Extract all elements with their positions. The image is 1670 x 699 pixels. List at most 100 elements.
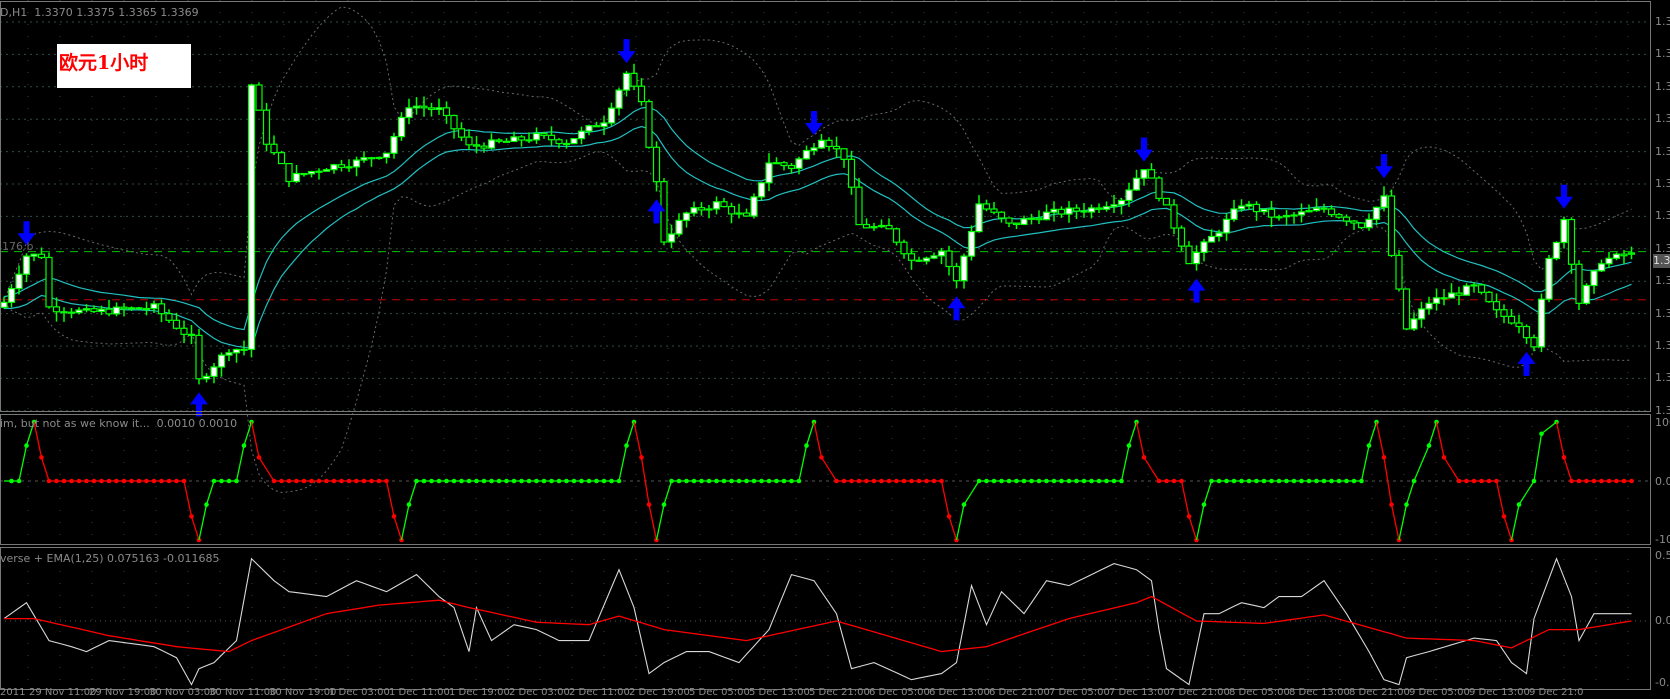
time-axis-label: 30 Nov 19:00 [269,687,337,698]
bear-candle [547,134,556,141]
bull-candle [1275,216,1283,219]
osc1-axis-bottom: -100 [1655,533,1670,546]
symbol-info: D,H1 1.3370 1.3375 1.3365 1.3369 [0,6,199,19]
bull-candle [615,89,623,109]
bear-candle [270,143,278,154]
osc1-segment [250,421,260,458]
bull-candle [1282,214,1291,218]
bull-candle [0,301,8,308]
time-axis-label: 30 Nov 11:00 [209,687,277,698]
bull-candle [1117,199,1126,206]
bull-candle [1605,257,1613,265]
title-label-box: 欧元1小时 [57,44,191,88]
osc1-segment [798,445,808,482]
osc1-segment [805,421,815,446]
osc1-segment [1120,445,1130,482]
bull-candle [690,207,698,214]
bull-candle [570,138,578,145]
panel-frame [0,1,1651,412]
osc1-point [1629,478,1634,484]
price-axis-label: 1.33 [1655,306,1670,320]
bear-candle [900,241,908,255]
bear-candle [1440,297,1448,300]
osc1-point [406,502,412,507]
price-axis-label: 1.33 [1655,371,1670,385]
bull-candle [960,255,968,282]
bull-candle [247,84,256,350]
price-axis-label: 1.35 [1655,47,1670,61]
time-axis-label: 1 Dec 11:00 [389,687,450,698]
bear-candle [1155,177,1163,200]
osc1-segment [1518,492,1528,505]
bear-candle [1162,197,1171,206]
bear-candle [502,140,511,143]
bear-candle [1057,208,1066,215]
bull-candle [127,307,136,310]
bull-candle [330,164,338,171]
price-axis-label: 1.35 [1655,15,1670,28]
bear-candle [262,109,271,145]
bull-candle [1462,285,1471,296]
time-axis-label: 6 Dec 05:00 [869,687,930,698]
osc1-segment [1128,421,1138,446]
time-axis-label: 5 Dec 05:00 [689,687,750,698]
osc1-segment [1420,445,1430,464]
panel-frame [0,547,1651,690]
oscillator2-plot [0,557,1650,686]
osc1-segment [1188,516,1198,541]
price-axis-label: 1.33 [1655,339,1670,352]
ma-band-upper [3,106,1632,331]
osc1-segment [1443,457,1453,470]
panel-frames [0,1,1651,690]
bear-candle [1177,227,1186,247]
osc1-segment [1135,421,1145,458]
bull-candle [765,162,773,184]
time-axis-label: 6 Dec 13:00 [929,687,990,698]
panel-frame [0,414,1651,545]
bear-candle [892,228,901,243]
bull-candle [1020,218,1028,226]
bear-candle [907,253,916,261]
osc1-segment [1555,421,1565,458]
bull-candle [30,253,38,257]
bull-candle [757,182,766,198]
bear-candle [52,306,61,313]
bull-candle [1237,205,1246,210]
bull-candle [922,257,931,262]
osc2-axis-mid: 0.00 [1655,614,1670,627]
bear-candle [840,148,848,160]
bear-candle [420,105,428,109]
bear-candle [645,100,653,148]
bear-candle [442,107,451,117]
bull-candle [487,139,496,149]
bear-candle [60,311,68,314]
down-arrow-icon [1555,184,1573,209]
bull-candle [967,230,976,257]
horizontal-levels [0,251,1650,301]
osc1-segment [1450,468,1460,482]
bear-candle [787,164,796,169]
bull-candle [1290,214,1298,217]
osc1-segment [970,480,980,494]
up-arrow-icon [647,199,666,224]
bull-candle [1432,297,1441,304]
osc2-axis-bottom: -0.5 [1655,676,1670,689]
bear-candle [952,265,961,282]
osc1-segment [955,504,965,541]
bull-candle [975,203,983,233]
osc1-segment [1398,504,1408,541]
bull-candle [240,348,248,351]
bear-candle [697,207,706,211]
bear-candle [1395,254,1403,290]
title-label: 欧元1小时 [59,52,149,74]
osc1-segment [1525,480,1535,494]
down-arrow-icon [617,39,636,64]
osc1-segment [1510,504,1520,541]
time-axis-label: 7 Dec 21:00 [1169,687,1230,698]
bull-candle [1305,210,1313,213]
bull-candle [1365,218,1373,229]
osc1-segment [940,480,950,517]
bear-candle [37,253,46,259]
bull-candle [712,201,721,210]
